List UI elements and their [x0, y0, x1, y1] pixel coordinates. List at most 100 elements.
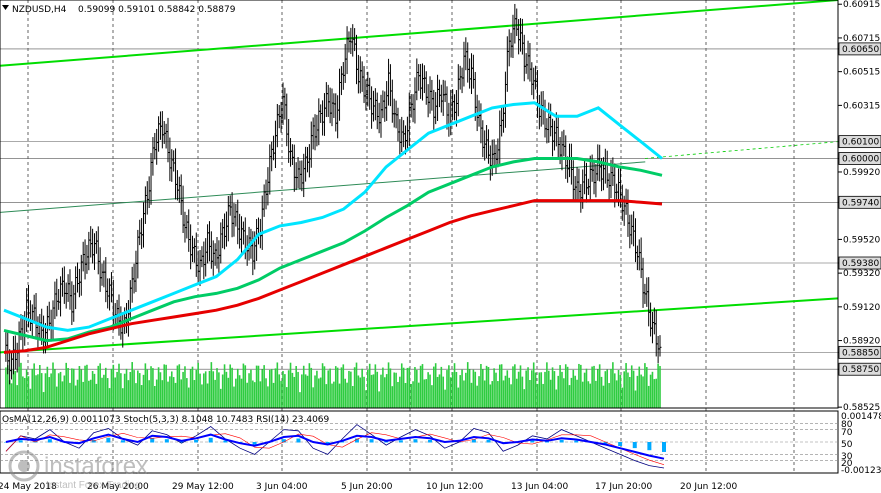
osma-bar	[428, 439, 433, 443]
level-badge	[838, 362, 881, 376]
osma-bar	[632, 442, 637, 449]
time-tick-label: 20 Jun 12:00	[680, 482, 737, 492]
watermark-text: instaforex	[44, 453, 148, 480]
time-tick-label: 5 Jun 20:00	[341, 482, 393, 492]
osma-bar	[486, 439, 491, 443]
osma-bar	[179, 441, 184, 443]
osma-bar	[208, 437, 213, 443]
time-axis: 24 May 2018 26 May 20:00 29 May 12:00 3 Jun…	[0, 482, 737, 492]
level-label: 0.58850	[842, 348, 879, 358]
osma-bar	[150, 438, 155, 443]
osc-tick-label: 0.001478	[841, 412, 881, 422]
price-tick-label: 0.59320	[843, 269, 880, 279]
level-label: 0.60650	[842, 45, 879, 55]
level-badge	[838, 345, 881, 359]
channel-line	[0, 297, 839, 354]
time-tick-label: 3 Jun 04:00	[256, 482, 308, 492]
osma-bar	[413, 439, 418, 443]
osc-tick-label: 50	[841, 440, 853, 450]
price-tick-label: 0.60915	[843, 0, 880, 10]
osma-bar	[106, 437, 111, 443]
price-tick-label: 0.59920	[843, 168, 880, 178]
osma-bar	[530, 440, 535, 443]
osc-tick-label: 80	[841, 420, 853, 430]
price-tick-label: 0.58920	[843, 337, 880, 347]
time-tick-label: 26 May 20:00	[87, 482, 149, 492]
watermark-subtitle: Instant Forex Trading	[46, 480, 141, 491]
indicator-header: OsMA(12,26,9) 0.0011073 Stoch(5,3,3) 8.1…	[2, 415, 330, 425]
ohlc-readout: 0.59099 0.59101 0.58842 0.58879	[78, 5, 236, 15]
level-badge	[838, 135, 881, 149]
time-tick-label: 10 Jun 12:00	[426, 482, 483, 492]
level-label: 0.60000	[842, 154, 879, 164]
price-tick-label: 0.60515	[843, 68, 880, 78]
osma-bar	[47, 439, 52, 443]
level-badge	[838, 42, 881, 56]
price-tick-label: 0.59520	[843, 235, 880, 245]
osma-bar	[164, 439, 169, 443]
moving-average-line	[3, 157, 663, 343]
channel-line	[0, 0, 839, 67]
osc-tick-label: 70	[841, 428, 853, 438]
osma-bar	[574, 440, 579, 443]
osc-tick-label: -0.001237	[841, 466, 881, 476]
price-tick-label: 0.60315	[843, 101, 880, 111]
time-tick-label: 24 May 2018	[0, 482, 57, 492]
osma-bar	[223, 440, 228, 443]
osma-bar	[252, 442, 257, 445]
level-label: 0.58750	[842, 365, 879, 375]
price-bars	[4, 3, 662, 385]
osma-bar	[340, 441, 345, 443]
level-label: 0.59740	[842, 198, 879, 208]
osma-bar	[4, 442, 8, 443]
chart-header: NZDUSD,H4 0.59099 0.59101 0.58842 0.5887…	[2, 5, 236, 15]
indicator-readout: OsMA(12,26,9) 0.0011073 Stoch(5,3,3) 8.1…	[2, 415, 330, 425]
oscillator-line	[5, 432, 665, 465]
osma-bar	[120, 440, 125, 443]
osma-bar	[325, 442, 330, 444]
level-label: 0.60100	[842, 138, 879, 148]
osma-bar	[384, 441, 389, 443]
osma-bar	[559, 439, 564, 443]
osma-bar	[647, 442, 652, 451]
osma-bar	[618, 442, 623, 446]
price-tick-label: 0.58525	[843, 403, 880, 413]
oscillator-line	[5, 424, 665, 469]
level-label: 0.59380	[842, 259, 879, 269]
instaforex-watermark: instaforex Instant Forex Trading	[8, 450, 148, 491]
level-badge	[838, 256, 881, 270]
oscillator-lines	[5, 424, 665, 469]
osma-bar	[471, 439, 476, 443]
symbol-title: NZDUSD,H4	[12, 5, 67, 15]
level-badge	[838, 195, 881, 209]
channel-lines	[0, 0, 839, 354]
osma-bar	[369, 439, 374, 443]
level-badge	[838, 152, 881, 165]
time-tick-label: 17 Jun 20:00	[595, 482, 652, 492]
osma-bar	[545, 441, 550, 443]
osma-bar	[662, 442, 666, 452]
osma-bar	[296, 438, 301, 443]
osma-bar	[603, 442, 608, 444]
osma-bar	[354, 438, 359, 443]
price-tick-label: 0.59120	[843, 303, 880, 313]
time-tick-label: 13 Jun 04:00	[511, 482, 568, 492]
volume-bars	[5, 362, 661, 408]
osma-bar	[281, 439, 286, 443]
time-tick-label: 29 May 12:00	[172, 482, 234, 492]
dropdown-triangle-icon[interactable]	[2, 5, 9, 10]
channel-line	[0, 161, 646, 213]
osma-bar	[194, 439, 199, 443]
channel-extension	[644, 141, 839, 159]
price-tick-label: 0.60715	[843, 34, 880, 44]
oscillator-line	[5, 433, 665, 460]
osma-bar	[398, 440, 403, 443]
moving-average-line	[3, 199, 663, 354]
osc-tick-label: 30	[841, 452, 853, 462]
moving-average-line	[3, 101, 663, 332]
osma-bar	[18, 440, 23, 443]
osc-tick-label: 20	[841, 459, 853, 469]
